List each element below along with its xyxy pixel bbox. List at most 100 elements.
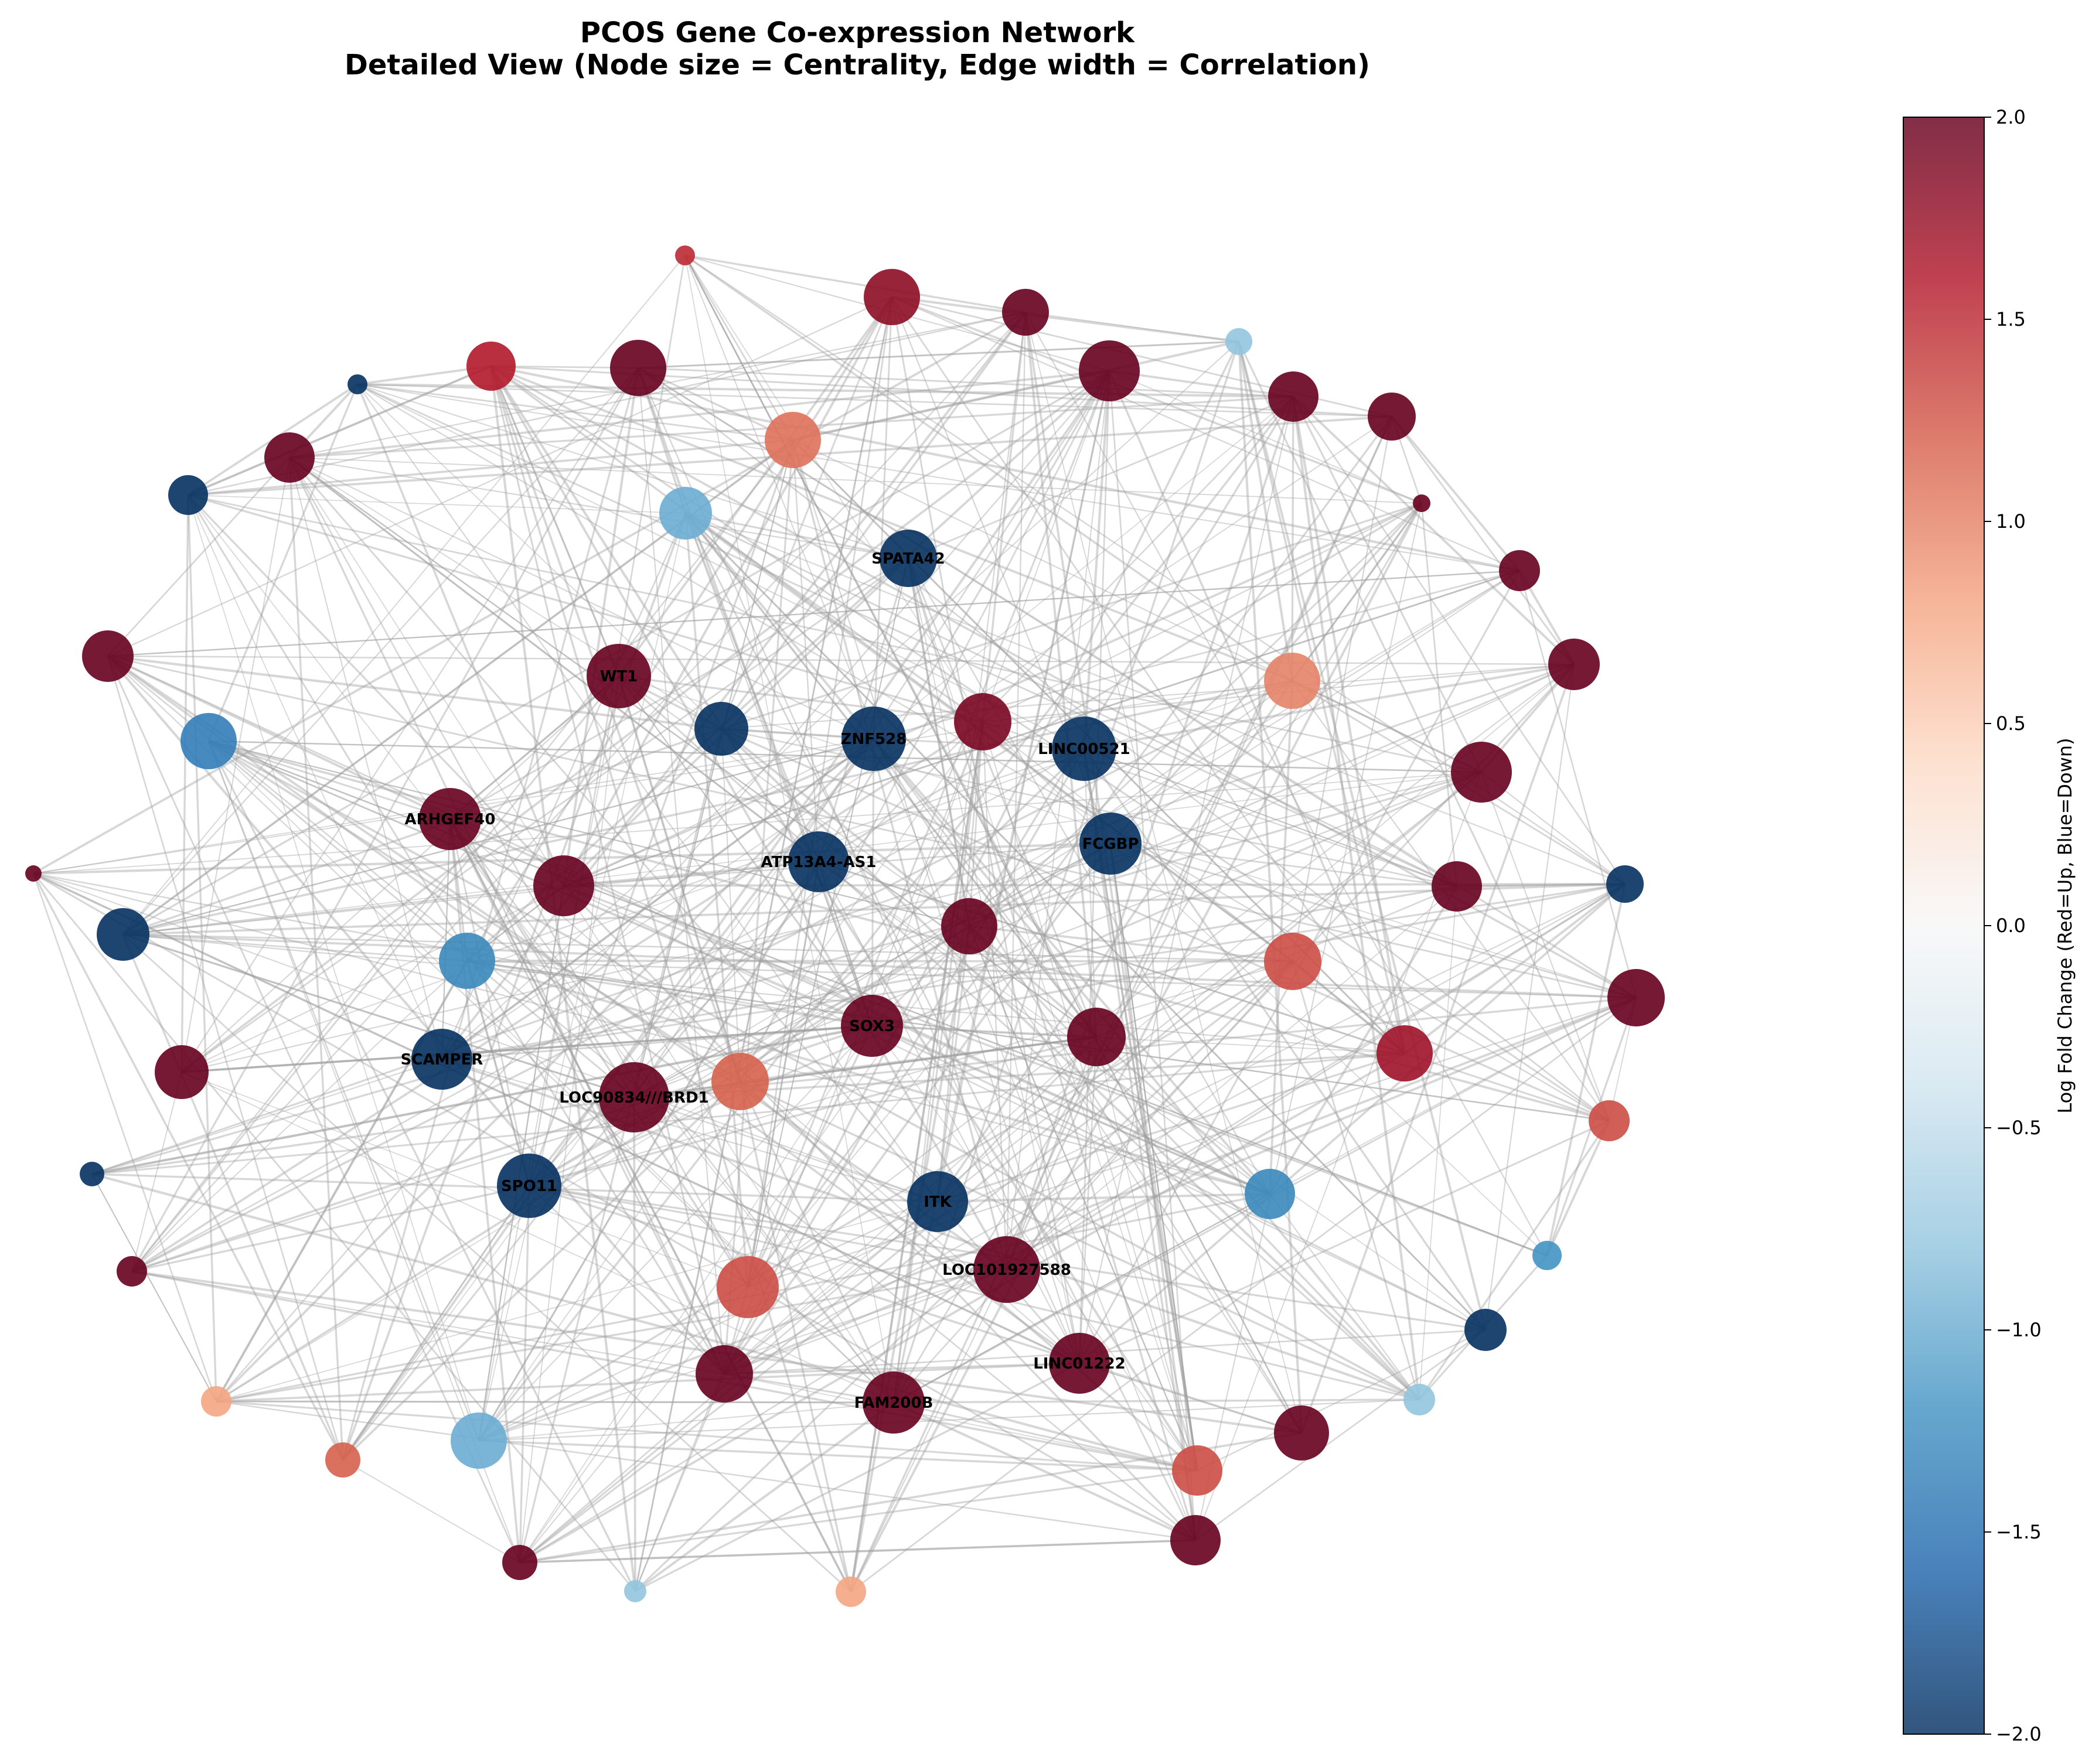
edge — [563, 296, 893, 886]
edge — [216, 1400, 894, 1404]
edge — [850, 721, 984, 1592]
edge — [634, 296, 893, 1592]
edge — [1481, 772, 1610, 1121]
edge — [739, 1081, 895, 1403]
edge — [850, 416, 1393, 1592]
edge — [684, 512, 1098, 1038]
node — [1413, 494, 1430, 512]
edge — [122, 933, 468, 962]
edge — [1291, 396, 1294, 681]
edge — [449, 675, 619, 820]
edge — [634, 1401, 895, 1592]
edge — [723, 748, 1085, 1374]
node — [1225, 328, 1252, 355]
node — [201, 1386, 231, 1417]
edge — [490, 364, 1520, 572]
edge — [633, 1036, 1097, 1098]
edge — [1292, 396, 1406, 1054]
edge — [289, 456, 819, 863]
node — [1499, 550, 1540, 591]
edge — [32, 873, 636, 1592]
edge — [131, 312, 1026, 1272]
edge — [871, 1025, 1097, 1038]
edge — [131, 680, 1293, 1272]
edge — [33, 772, 1482, 874]
edge — [1025, 312, 1239, 342]
edge — [357, 383, 793, 441]
edge — [685, 512, 909, 559]
node — [82, 630, 134, 682]
node-fcgbp — [1079, 813, 1142, 875]
edge — [478, 883, 1626, 1441]
edge — [936, 721, 984, 1202]
edge — [441, 818, 451, 1060]
edge — [478, 1398, 1420, 1442]
edge — [633, 771, 1482, 1098]
edge — [289, 457, 1422, 504]
node-label: ATP13A4-AS1 — [761, 854, 876, 871]
edge — [131, 1270, 725, 1375]
colorbar-tick-label: −1.0 — [1996, 1319, 2042, 1341]
edge — [936, 1036, 1098, 1203]
edge — [969, 926, 1302, 1434]
edge — [478, 675, 619, 1441]
edge — [1391, 416, 1575, 665]
edge — [720, 296, 893, 729]
edge — [33, 872, 1196, 1541]
edge — [907, 558, 970, 927]
edge — [818, 861, 1405, 1055]
edge — [685, 513, 1486, 1330]
edge — [1078, 1036, 1098, 1364]
edge — [107, 656, 521, 1563]
edge — [747, 558, 909, 1288]
edge — [747, 370, 1110, 1288]
node — [1067, 1008, 1126, 1066]
edge — [207, 384, 359, 742]
edge — [188, 365, 492, 496]
edge — [618, 675, 983, 723]
edge — [1292, 680, 1482, 773]
edge — [969, 663, 1575, 927]
edge — [289, 370, 1110, 459]
edge — [1079, 1120, 1610, 1364]
edge — [529, 1185, 1302, 1434]
edge — [618, 675, 1420, 1401]
edge — [618, 675, 1198, 1471]
edge — [91, 1059, 442, 1175]
edge — [441, 738, 875, 1060]
edge — [107, 296, 892, 657]
node — [1079, 340, 1140, 401]
edge — [634, 1373, 725, 1592]
edge — [969, 925, 1293, 963]
node — [451, 1412, 507, 1469]
edge — [207, 741, 480, 1441]
edge — [1108, 370, 1197, 1541]
edge — [131, 960, 468, 1272]
edge — [871, 1025, 1270, 1195]
edge — [850, 997, 1637, 1593]
edge — [1006, 886, 1457, 1270]
edge — [528, 255, 686, 1186]
edge — [107, 655, 451, 820]
edge — [792, 439, 1008, 1270]
edge — [968, 396, 1294, 927]
edge — [747, 558, 909, 1288]
edge — [633, 570, 1520, 1098]
edge — [490, 366, 741, 1082]
edge — [850, 503, 1423, 1592]
colorbar-tick-label: 2.0 — [1996, 106, 2026, 128]
edge — [1300, 664, 1575, 1434]
node-label: SCAMPER — [401, 1051, 483, 1069]
node-label: WT1 — [600, 668, 638, 685]
edge — [873, 296, 893, 739]
edge — [1419, 886, 1457, 1400]
edge — [289, 456, 909, 559]
edge — [107, 656, 344, 1461]
edge — [342, 1185, 530, 1461]
edge — [441, 883, 1626, 1060]
edge — [449, 818, 635, 1098]
node — [711, 1053, 769, 1110]
node-fam200b — [863, 1371, 925, 1434]
edge — [936, 680, 1293, 1203]
edge — [288, 457, 344, 1461]
